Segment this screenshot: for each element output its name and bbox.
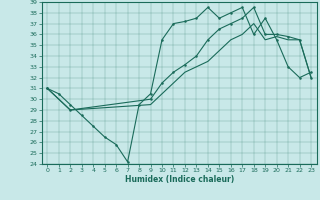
X-axis label: Humidex (Indice chaleur): Humidex (Indice chaleur) xyxy=(124,175,234,184)
